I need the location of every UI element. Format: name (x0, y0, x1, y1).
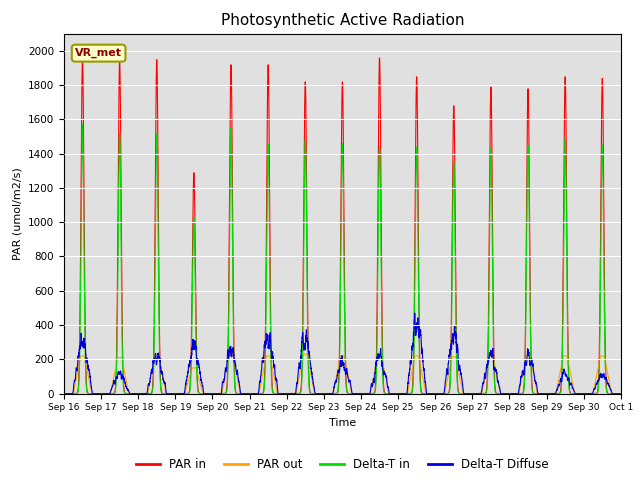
Title: Photosynthetic Active Radiation: Photosynthetic Active Radiation (221, 13, 464, 28)
Legend: PAR in, PAR out, Delta-T in, Delta-T Diffuse: PAR in, PAR out, Delta-T in, Delta-T Dif… (131, 454, 554, 476)
X-axis label: Time: Time (329, 418, 356, 428)
Text: VR_met: VR_met (75, 48, 122, 58)
Y-axis label: PAR (umol/m2/s): PAR (umol/m2/s) (12, 167, 22, 260)
